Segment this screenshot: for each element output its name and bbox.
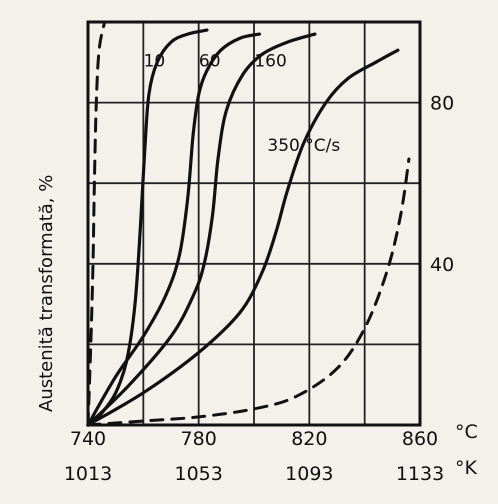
curve-label: 60 <box>199 51 221 71</box>
series-line-350 <box>86 48 400 427</box>
tick-labels: 740 780 820 860 1013 1053 1093 1133 40 80 <box>64 93 454 485</box>
series-line-dashed-5 <box>86 157 411 427</box>
x-unit-celsius: °C <box>455 421 478 443</box>
x-tick-kelvin: 1093 <box>285 463 333 485</box>
curve-label: 10 <box>144 51 166 71</box>
curves <box>86 20 411 427</box>
series-line-60 <box>86 32 262 427</box>
y-tick: 40 <box>430 254 454 276</box>
x-tick-celsius: 860 <box>402 428 438 450</box>
series-line-10 <box>86 28 209 427</box>
x-tick-kelvin: 1133 <box>396 463 444 485</box>
x-tick-celsius: 820 <box>291 428 327 450</box>
series-line-dashed-4 <box>86 20 107 427</box>
y-axis-label: Austenită transformată, % <box>36 175 57 412</box>
x-tick-kelvin: 1013 <box>64 463 112 485</box>
x-tick-celsius: 740 <box>70 428 106 450</box>
series-line-160 <box>86 32 317 427</box>
plot-frame <box>86 20 422 427</box>
curve-label: 160 <box>254 51 286 71</box>
y-tick: 80 <box>430 93 454 115</box>
grid <box>88 22 420 425</box>
x-unit-kelvin: °K <box>455 457 478 479</box>
x-tick-kelvin: 1053 <box>174 463 222 485</box>
curve-labels: 10 60 160 350 °C/s <box>144 51 341 156</box>
curve-label: 350 °C/s <box>267 136 340 156</box>
x-tick-celsius: 780 <box>181 428 217 450</box>
